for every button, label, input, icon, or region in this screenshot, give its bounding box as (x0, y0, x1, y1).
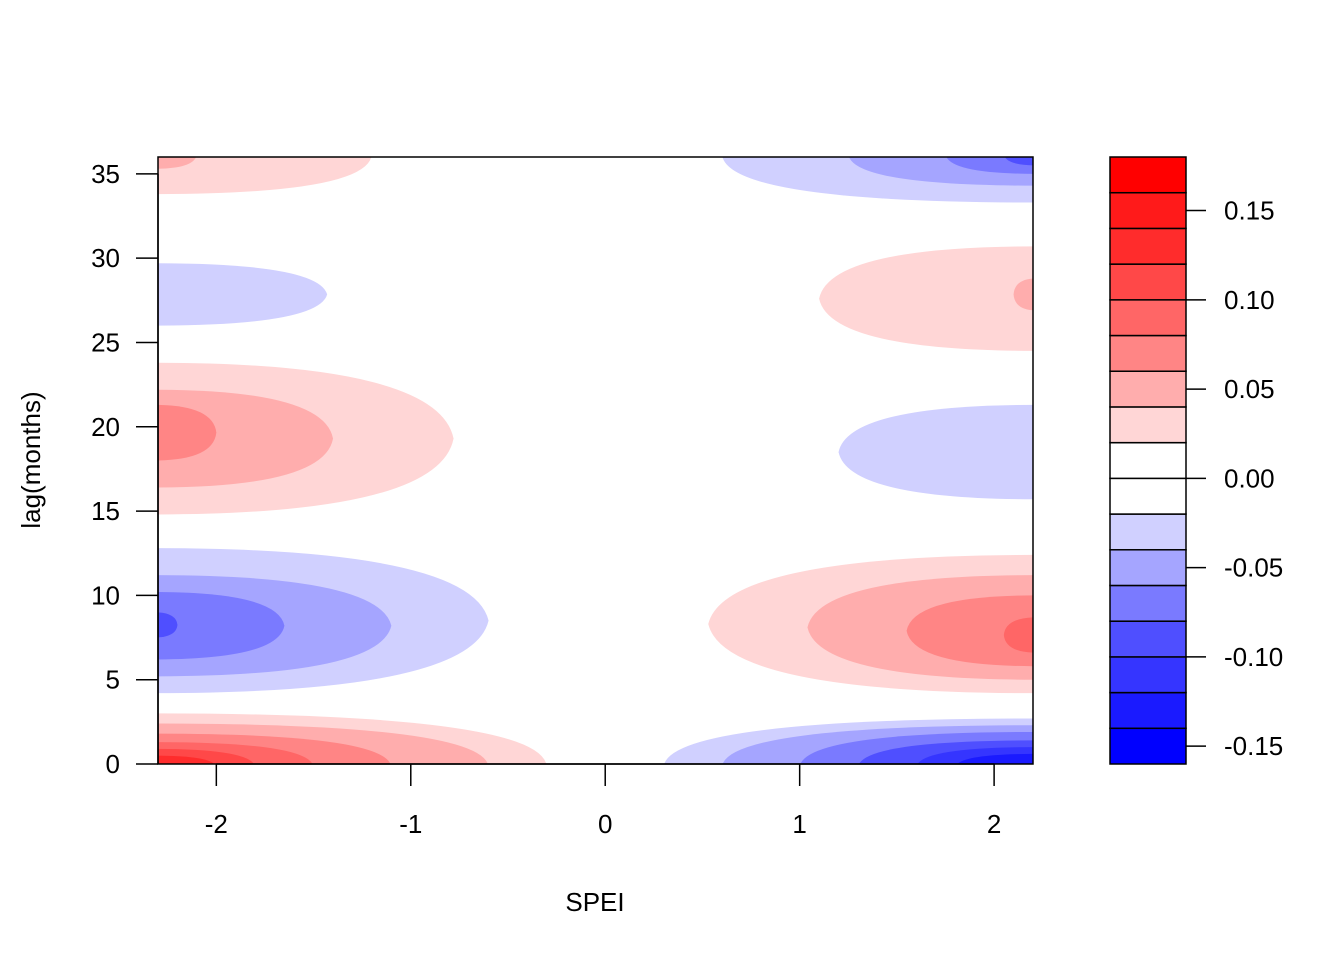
colorbar-segment (1109, 549, 1187, 587)
colorbar-segment (1109, 691, 1187, 730)
x-axis-label: SPEI (565, 887, 624, 917)
colorbar-tick-label: -0.05 (1224, 553, 1283, 583)
colorbar-segment (1109, 584, 1187, 622)
x-axis: -2 -1 0 1 2 (205, 763, 1001, 839)
contour-region (158, 157, 372, 195)
contour-region (838, 404, 1033, 500)
x-tick-label: 2 (987, 809, 1001, 839)
colorbar-tick-label: 0.05 (1224, 374, 1275, 404)
y-tick-label: 35 (91, 159, 120, 189)
colorbar-tick-label: -0.10 (1224, 642, 1283, 672)
colorbar-segment (1109, 263, 1187, 301)
contour-region (158, 157, 197, 169)
colorbar-segment (1109, 441, 1187, 480)
colorbar-segment (1109, 477, 1187, 515)
colorbar-segment (1109, 406, 1187, 444)
contour-region (906, 595, 1033, 667)
y-axis: 0 5 10 15 20 25 30 35 (91, 159, 159, 779)
colorbar-segment (1109, 299, 1187, 337)
colorbar-segment (1109, 513, 1187, 551)
colorbar-segment (1109, 620, 1187, 658)
contour-region (158, 612, 178, 638)
y-tick-label: 5 (106, 665, 120, 695)
x-tick-label: 1 (792, 809, 806, 839)
contour-region (158, 404, 217, 461)
y-tick-label: 25 (91, 327, 120, 357)
colorbar-segment (1109, 727, 1187, 765)
contour-region (1003, 617, 1033, 653)
contour-region (957, 753, 1033, 764)
contour-region (158, 263, 328, 326)
y-tick-label: 30 (91, 243, 120, 273)
contour-region (158, 755, 215, 764)
y-axis-label: lag(months) (16, 391, 46, 528)
colorbar-legend: -0.15 -0.10 -0.05 0.00 0.05 0.10 0.15 (1109, 156, 1283, 765)
colorbar-segment (1109, 191, 1187, 230)
colorbar-segment (1109, 334, 1187, 372)
y-tick-label: 10 (91, 580, 120, 610)
colorbar-segment (1109, 156, 1187, 194)
x-tick-label: 0 (598, 809, 612, 839)
contour-region (158, 592, 285, 660)
colorbar-segment (1109, 656, 1187, 694)
x-tick-label: -2 (205, 809, 228, 839)
colorbar-segment (1109, 227, 1187, 265)
y-tick-label: 20 (91, 412, 120, 442)
contour-region (819, 246, 1033, 351)
y-tick-label: 15 (91, 496, 120, 526)
colorbar-tick-label: 0.00 (1224, 463, 1275, 493)
colorbar-segment (1109, 370, 1187, 408)
y-tick-label: 0 (106, 749, 120, 779)
colorbar-tick-label: -0.15 (1224, 731, 1283, 761)
colorbar-tick-label: 0.10 (1224, 285, 1275, 315)
x-tick-label: -1 (399, 809, 422, 839)
contour-region (1005, 157, 1033, 166)
colorbar-tick-label: 0.15 (1224, 196, 1275, 226)
contour-regions (158, 157, 1033, 764)
contour-region (1013, 278, 1033, 311)
